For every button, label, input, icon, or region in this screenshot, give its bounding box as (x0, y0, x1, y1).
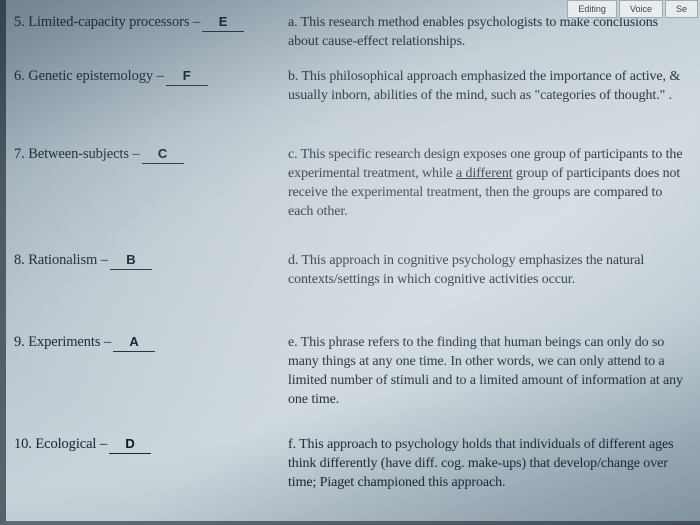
answer-blank[interactable]: B (110, 252, 152, 270)
term-cell: 9. Experiments – A (14, 334, 270, 352)
term-cell: 10. Ecological – D (14, 436, 270, 454)
term-text: 5. Limited-capacity processors – (14, 14, 200, 31)
term-cell: 8. Rationalism – B (14, 252, 270, 270)
answer-blank[interactable]: E (202, 14, 244, 32)
answer-letter: A (129, 334, 138, 349)
worksheet-content: 5. Limited-capacity processors – Ea. Thi… (0, 0, 700, 525)
term-cell: 5. Limited-capacity processors – E (14, 14, 270, 32)
answer-letter: F (183, 68, 191, 83)
matching-row: 6. Genetic epistemology – Fb. This philo… (14, 68, 694, 106)
answer-letter: B (126, 252, 135, 267)
answer-letter: E (219, 14, 228, 29)
definition-label: c. (288, 147, 301, 162)
toolbar-editing[interactable]: Editing (567, 0, 617, 18)
term-text: 9. Experiments – (14, 334, 111, 351)
definition-label: a. (288, 15, 301, 30)
toolbar-sens[interactable]: Se (665, 0, 698, 18)
term-cell: 6. Genetic epistemology – F (14, 68, 270, 86)
answer-blank[interactable]: A (113, 334, 155, 352)
definition-text: This approach to psychology holds that i… (288, 437, 673, 490)
term-text: 10. Ecological – (14, 436, 107, 453)
definition-text: This research method enables psychologis… (288, 15, 658, 49)
answer-letter: C (158, 146, 167, 161)
term-cell: 7. Between-subjects – C (14, 146, 270, 164)
definition-cell: e. This phrase refers to the finding tha… (288, 334, 694, 410)
matching-row: 10. Ecological – Df. This approach to ps… (14, 436, 694, 493)
definition-cell: d. This approach in cognitive psychology… (288, 252, 694, 290)
answer-blank[interactable]: C (142, 146, 184, 164)
matching-row: 9. Experiments – Ae. This phrase refers … (14, 334, 694, 410)
definition-text: This philosophical approach emphasized t… (288, 69, 680, 103)
matching-row: 8. Rationalism – Bd. This approach in co… (14, 252, 694, 290)
definition-label: f. (288, 437, 299, 452)
toolbar-voice[interactable]: Voice (619, 0, 663, 18)
answer-letter: D (125, 436, 134, 451)
definition-label: b. (288, 69, 301, 84)
definition-cell: c. This specific research design exposes… (288, 146, 694, 222)
matching-row: 5. Limited-capacity processors – Ea. Thi… (14, 14, 694, 52)
definition-label: d. (288, 253, 301, 268)
definition-cell: a. This research method enables psycholo… (288, 14, 694, 52)
answer-blank[interactable]: F (166, 68, 208, 86)
definition-cell: f. This approach to psychology holds tha… (288, 436, 694, 493)
definition-text: This approach in cognitive psychology em… (288, 253, 644, 287)
definition-text: This specific research design exposes on… (288, 147, 682, 219)
definition-cell: b. This philosophical approach emphasize… (288, 68, 694, 106)
answer-blank[interactable]: D (109, 436, 151, 454)
toolbar: Editing Voice Se (567, 0, 700, 18)
definition-text: This phrase refers to the finding that h… (288, 335, 683, 407)
matching-row: 7. Between-subjects – Cc. This specific … (14, 146, 694, 222)
term-text: 7. Between-subjects – (14, 146, 140, 163)
term-text: 8. Rationalism – (14, 252, 108, 269)
term-text: 6. Genetic epistemology – (14, 68, 164, 85)
definition-label: e. (288, 335, 301, 350)
